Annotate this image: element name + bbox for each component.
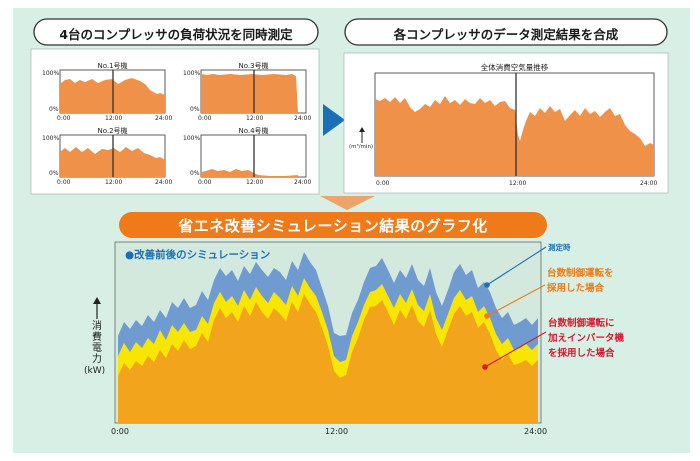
right-pill <box>344 18 668 46</box>
mini-x-tick: 12:00 <box>246 179 264 186</box>
mini-chart-no3 <box>200 69 307 114</box>
annotation-count-control: 台数制御運転を 採用した場合 <box>547 266 614 296</box>
annotation-line: 台数制御運転を <box>547 268 614 279</box>
main-y-label-char: 費 <box>92 332 102 343</box>
mini-y-top: 100% <box>183 70 201 77</box>
mini-y-bottom: 0% <box>49 170 59 177</box>
mini-chart-no4 <box>200 134 307 178</box>
right-pill-label: 各コンプレッサのデータ測定結果を合成 <box>393 27 619 42</box>
leader-inverter <box>484 331 547 368</box>
left-pill <box>33 18 319 46</box>
main-x-tick: 24:00 <box>524 427 548 436</box>
mini-x-tick: 24:00 <box>155 115 173 122</box>
combined-chart-title: 全体消費空気量推移 <box>480 63 549 72</box>
annotation-line: 台数制御運転に <box>548 318 615 329</box>
mini-y-bottom: 0% <box>190 170 200 177</box>
main-x-tick: 12:00 <box>325 427 349 436</box>
main-chart-title: ●改善前後のシミュレーション <box>125 249 271 261</box>
left-pill-label: 4台のコンプレッサの負荷状況を同時測定 <box>59 27 293 42</box>
main-y-label-char: 電 <box>92 343 102 354</box>
annotation-line: 加えインバータ機 <box>548 333 625 344</box>
marker-measured <box>484 282 490 288</box>
annotation-measured: 測定時 <box>548 243 571 252</box>
leader-count-control <box>486 284 546 317</box>
mini-x-tick: 0:00 <box>57 179 71 186</box>
main-y-label: 消 費 電 力 <box>90 321 104 365</box>
mini-x-tick: 24:00 <box>294 179 312 186</box>
annotation-line: 採用した場合 <box>547 283 605 294</box>
mini-x-tick: 12:00 <box>105 179 123 186</box>
combined-x-tick: 24:00 <box>640 180 658 187</box>
main-x-tick: 0:00 <box>111 427 129 436</box>
mini-chart-title: No.1号機 <box>97 62 128 70</box>
mini-y-bottom: 0% <box>190 106 200 113</box>
mini-y-top: 100% <box>42 135 60 142</box>
combined-y-unit: (m³/min) <box>349 144 374 150</box>
mini-chart-title: No.4号機 <box>238 127 269 135</box>
main-y-label-char: 消 <box>92 321 102 332</box>
mini-x-tick: 12:00 <box>105 115 123 122</box>
mini-y-top: 100% <box>42 70 60 77</box>
leader-measured <box>486 246 547 286</box>
mini-chart-no1 <box>59 69 166 114</box>
combined-x-tick: 12:00 <box>509 180 527 187</box>
mini-x-tick: 24:00 <box>155 179 173 186</box>
combined-x-tick: 0:00 <box>376 180 390 187</box>
mini-x-tick: 24:00 <box>294 115 312 122</box>
mini-chart-no3-area <box>201 74 298 113</box>
annotation-line: を採用した場合 <box>548 348 615 359</box>
mini-chart-title: No.3号機 <box>238 62 269 70</box>
main-y-unit: (kW) <box>84 366 106 376</box>
combined-chart-area <box>375 96 654 176</box>
simulation-banner <box>119 212 547 238</box>
mini-y-top: 100% <box>183 135 201 142</box>
marker-inverter <box>482 364 488 370</box>
series-inverter-area <box>118 294 538 423</box>
mini-x-tick: 12:00 <box>246 115 264 122</box>
marker-count-control <box>484 313 490 319</box>
banner-label: 省エネ改善シミュレーション結果のグラフ化 <box>178 217 488 235</box>
right-arrow-icon <box>323 104 345 136</box>
mini-x-tick: 0:00 <box>198 115 212 122</box>
mini-chart-title: No.2号機 <box>97 127 128 135</box>
mini-x-tick: 0:00 <box>57 115 71 122</box>
down-chevron-icon <box>320 196 375 210</box>
mini-x-tick: 0:00 <box>198 179 212 186</box>
annotation-inverter: 台数制御運転に 加えインバータ機 を採用した場合 <box>548 316 624 361</box>
mini-y-bottom: 0% <box>49 106 59 113</box>
main-y-label-char: 力 <box>92 354 102 365</box>
mini-chart-no2 <box>59 134 166 178</box>
mini-chart-no4-area <box>201 169 298 177</box>
